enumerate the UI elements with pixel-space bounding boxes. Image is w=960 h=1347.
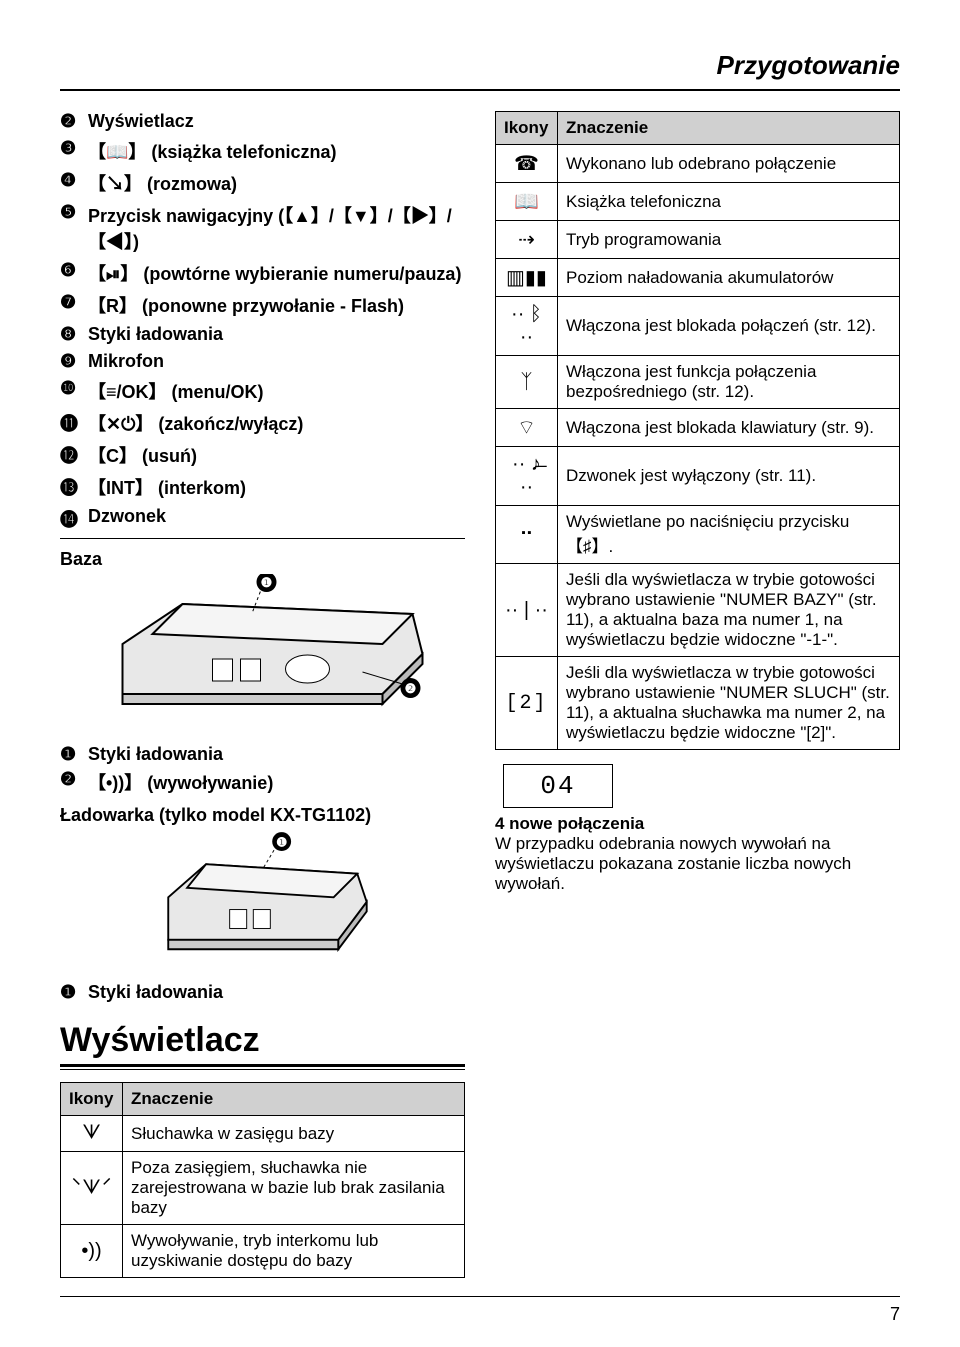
meaning-cell: Wyświetlane po naciśnięciu przycisku 【♯】… bbox=[558, 506, 900, 564]
meaning-cell: Dzwonek jest wyłączony (str. 11). bbox=[558, 447, 900, 506]
meaning-cell: Wywoływanie, tryb interkomu lub uzyskiwa… bbox=[123, 1225, 465, 1278]
meaning-cell: Jeśli dla wyświetlacza w trybie gotowośc… bbox=[558, 564, 900, 657]
list-text: 【✕⏻】 (zakończ/wyłącz) bbox=[88, 410, 465, 436]
meaning-cell: Włączona jest blokada połączeń (str. 12)… bbox=[558, 297, 900, 356]
list-marker: ❽ bbox=[60, 324, 88, 345]
icon-cell: ·· ᛒ ·· bbox=[496, 297, 558, 356]
display-example-text: 4 nowe połączenia W przypadku odebrania … bbox=[495, 814, 900, 894]
icon-cell: ☎ bbox=[496, 145, 558, 183]
meaning-cell: Poza zasięgiem, słuchawka nie zarejestro… bbox=[123, 1152, 465, 1225]
icon-cell: ·· ♪̶ ·· bbox=[496, 447, 558, 506]
meaning-cell: Słuchawka w zasięgu bazy bbox=[123, 1116, 465, 1152]
list-text: 【≡/OK】 (menu/OK) bbox=[88, 378, 465, 404]
base-heading: Baza bbox=[60, 549, 465, 570]
right-column: Ikony Znaczenie ☎Wykonano lub odebrano p… bbox=[495, 111, 900, 1278]
svg-text:❷: ❷ bbox=[405, 681, 417, 696]
left-column: ❷Wyświetlacz ❸【📖】 (książka telefoniczna)… bbox=[60, 111, 465, 1278]
example-lead: 4 nowe połączenia bbox=[495, 814, 900, 834]
list-text: Dzwonek bbox=[88, 506, 465, 527]
page-section-title: Przygotowanie bbox=[60, 50, 900, 81]
icon-cell: •)) bbox=[61, 1225, 123, 1278]
svg-text:❶: ❶ bbox=[261, 575, 273, 590]
controls-list: ❷Wyświetlacz ❸【📖】 (książka telefoniczna)… bbox=[60, 111, 465, 532]
left-icon-table: Ikony Znaczenie ᗐSłuchawka w zasięgu baz… bbox=[60, 1082, 465, 1278]
list-text: Wyświetlacz bbox=[88, 111, 465, 132]
icon-cell: 📖 bbox=[496, 183, 558, 221]
th-meaning: Znaczenie bbox=[558, 112, 900, 145]
list-marker: ❼ bbox=[60, 292, 88, 313]
two-column-layout: ❷Wyświetlacz ❸【📖】 (książka telefoniczna)… bbox=[60, 111, 900, 1278]
base-sub-list: ❶Styki ładowania ❷【•))】 (wywoływanie) bbox=[60, 744, 465, 795]
list-text: Mikrofon bbox=[88, 351, 465, 372]
page-number: 7 bbox=[890, 1304, 900, 1325]
list-marker: ❻ bbox=[60, 260, 88, 281]
list-text: Styki ładowania bbox=[88, 982, 465, 1003]
icon-cell: ⸌ᗐ⸍ bbox=[61, 1152, 123, 1225]
list-marker: ❺ bbox=[60, 202, 88, 223]
icon-cell: ·· | ·· bbox=[496, 564, 558, 657]
charger-heading: Ładowarka (tylko model KX-TG1102) bbox=[60, 805, 465, 826]
svg-text:❶: ❶ bbox=[276, 835, 287, 849]
meaning-cell: Poziom naładowania akumulatorów bbox=[558, 259, 900, 297]
meaning-cell: Jeśli dla wyświetlacza w trybie gotowośc… bbox=[558, 657, 900, 750]
meaning-cell: Włączona jest funkcja połączenia bezpośr… bbox=[558, 356, 900, 409]
list-marker: ❹ bbox=[60, 170, 88, 191]
list-text: Styki ładowania bbox=[88, 744, 465, 765]
icon-cell: ⌔ bbox=[496, 409, 558, 447]
list-marker: ❷ bbox=[60, 111, 88, 132]
base-illustration: ❶ ❷ bbox=[60, 574, 465, 734]
list-marker: ❸ bbox=[60, 138, 88, 159]
list-text: Przycisk nawigacyjny (【▲】/【▼】/【▶】/【◀】) bbox=[88, 202, 465, 254]
header-rule bbox=[60, 89, 900, 91]
list-marker: ❷ bbox=[60, 769, 88, 790]
th-meaning: Znaczenie bbox=[123, 1083, 465, 1116]
list-text: 【⏯】 (powtórne wybieranie numeru/pauza) bbox=[88, 260, 465, 286]
icon-cell: ⇢ bbox=[496, 221, 558, 259]
list-text: 【C】 (usuń) bbox=[88, 442, 465, 468]
icon-cell: ▥▮▮ bbox=[496, 259, 558, 297]
th-icons: Ikony bbox=[61, 1083, 123, 1116]
display-value: 04 bbox=[540, 771, 575, 801]
list-marker: ❶ bbox=[60, 982, 88, 1003]
list-marker: ⓭ bbox=[60, 474, 88, 500]
list-marker: ❾ bbox=[60, 351, 88, 372]
meaning-cell: Wykonano lub odebrano połączenie bbox=[558, 145, 900, 183]
meaning-cell: Książka telefoniczna bbox=[558, 183, 900, 221]
list-text: 【R】 (ponowne przywołanie - Flash) bbox=[88, 292, 465, 318]
list-marker: ⓮ bbox=[60, 506, 88, 532]
divider bbox=[60, 538, 465, 539]
list-text: 【INT】 (interkom) bbox=[88, 474, 465, 500]
meaning-cell: Tryb programowania bbox=[558, 221, 900, 259]
section-rule bbox=[60, 1064, 465, 1070]
list-text: Styki ładowania bbox=[88, 324, 465, 345]
charger-sub-list: ❶Styki ładowania bbox=[60, 982, 465, 1003]
list-text: 【↘】 (rozmowa) bbox=[88, 170, 465, 196]
display-section-title: Wyświetlacz bbox=[60, 1021, 465, 1060]
list-text: 【•))】 (wywoływanie) bbox=[88, 769, 465, 795]
icon-cell: ⠒ bbox=[496, 506, 558, 564]
list-marker: ❿ bbox=[60, 378, 88, 399]
icon-cell: [2] bbox=[496, 657, 558, 750]
charger-illustration: ❶ bbox=[121, 832, 405, 972]
meaning-cell: Włączona jest blokada klawiatury (str. 9… bbox=[558, 409, 900, 447]
th-icons: Ikony bbox=[496, 112, 558, 145]
list-marker: ⓫ bbox=[60, 410, 88, 436]
list-marker: ⓬ bbox=[60, 442, 88, 468]
right-icon-table: Ikony Znaczenie ☎Wykonano lub odebrano p… bbox=[495, 111, 900, 750]
list-marker: ❶ bbox=[60, 744, 88, 765]
footer-rule bbox=[60, 1296, 900, 1297]
display-example-box: 04 bbox=[503, 764, 613, 808]
list-text: 【📖】 (książka telefoniczna) bbox=[88, 138, 465, 164]
icon-cell: ᛉ bbox=[496, 356, 558, 409]
example-body: W przypadku odebrania nowych wywołań na … bbox=[495, 834, 900, 894]
icon-cell: ᗐ bbox=[61, 1116, 123, 1152]
